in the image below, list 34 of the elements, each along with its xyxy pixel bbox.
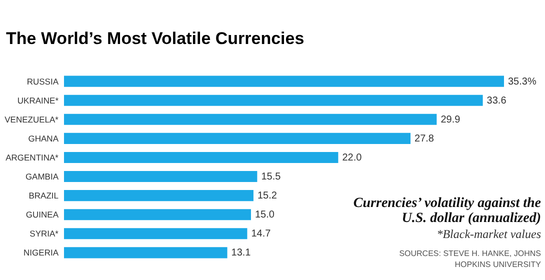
y-tick-label: UKRAINE*	[17, 95, 60, 106]
y-tick-label: GUINEA	[26, 210, 59, 220]
y-tick-label: SYRIA*	[30, 228, 60, 239]
bar	[64, 132, 411, 144]
bar	[64, 228, 248, 240]
bar	[64, 247, 228, 258]
y-tick-label: GHANA	[28, 133, 59, 144]
data-label: 33.6	[486, 95, 507, 106]
bar	[64, 171, 258, 182]
bar	[64, 209, 251, 220]
y-tick-label: NIGERIA	[24, 248, 59, 258]
bar	[64, 190, 254, 202]
annotation: Currencies’ volatility against the U.S. dollar (annualized)	[352, 196, 541, 226]
annotation: SOURCES: STEVE H. HANKE, JOHNS HOPKINS UNIVERSITY	[398, 248, 541, 270]
bar	[64, 94, 483, 106]
bar	[64, 76, 504, 87]
data-label: 14.7	[251, 228, 272, 240]
data-label: 15.5	[261, 172, 282, 183]
data-label: 15.2	[257, 190, 278, 202]
annotation: *Black-market values	[436, 227, 541, 242]
data-label: 13.1	[231, 248, 252, 259]
bar	[64, 152, 338, 163]
data-label: 35.3%	[508, 76, 536, 88]
chart-title: The World’s Most Volatile Currencies	[6, 29, 304, 48]
data-label: 29.9	[440, 114, 461, 126]
y-tick-label: GAMBIA	[25, 172, 59, 182]
data-label: 22.0	[342, 152, 362, 164]
y-tick-label: VENEZUELA*	[4, 114, 60, 124]
y-tick-label: ARGENTINA*	[6, 152, 60, 162]
y-tick-label: BRAZIL	[28, 190, 59, 201]
data-label: 27.8	[414, 133, 434, 144]
y-tick-label: RUSSIA	[26, 76, 59, 86]
bar	[64, 114, 437, 125]
data-label: 15.0	[254, 210, 275, 221]
